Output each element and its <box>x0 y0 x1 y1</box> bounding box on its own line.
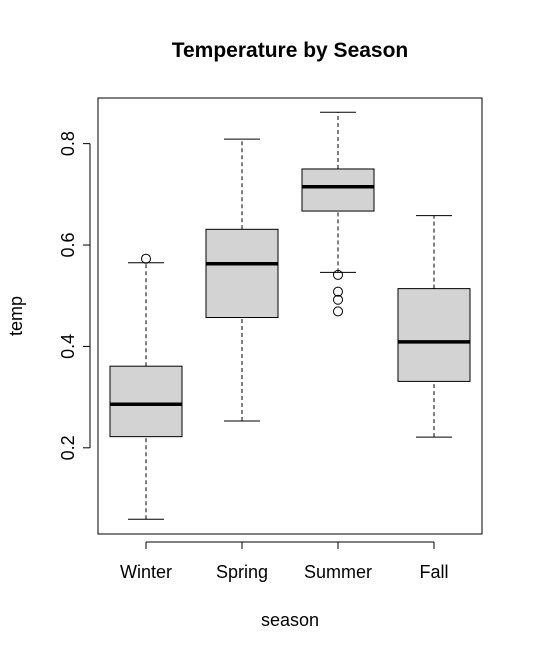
y-tick-label: 0.8 <box>58 131 78 156</box>
x-tick-label: Spring <box>216 562 268 582</box>
y-tick-label: 0.6 <box>58 233 78 258</box>
y-axis-label: temp <box>6 296 26 336</box>
plot-frame <box>97 97 483 535</box>
y-tick-label: 0.4 <box>58 334 78 359</box>
y-axis: 0.2 0.4 0.6 0.8 <box>58 131 91 460</box>
x-axis: Winter Spring Summer Fall <box>120 541 449 582</box>
outlier-point <box>333 306 343 317</box>
iqr-box <box>109 365 183 438</box>
outlier-point <box>333 269 343 280</box>
x-tick-label: Summer <box>304 562 372 582</box>
iqr-box <box>301 168 375 212</box>
outlier-point <box>333 286 343 297</box>
box-summer <box>301 111 375 317</box>
x-tick-label: Fall <box>419 562 448 582</box>
x-tick-label: Winter <box>120 562 172 582</box>
box-fall <box>397 215 471 438</box>
iqr-box <box>205 228 279 319</box>
chart-title: Temperature by Season <box>172 39 409 62</box>
x-axis-label: season <box>261 610 319 630</box>
y-tick-label: 0.2 <box>58 435 78 460</box>
box-spring <box>205 138 279 422</box>
outlier-point <box>141 253 151 264</box>
boxes <box>109 111 471 520</box>
outlier-point <box>333 294 343 305</box>
iqr-box <box>397 288 471 382</box>
box-winter <box>109 253 183 520</box>
